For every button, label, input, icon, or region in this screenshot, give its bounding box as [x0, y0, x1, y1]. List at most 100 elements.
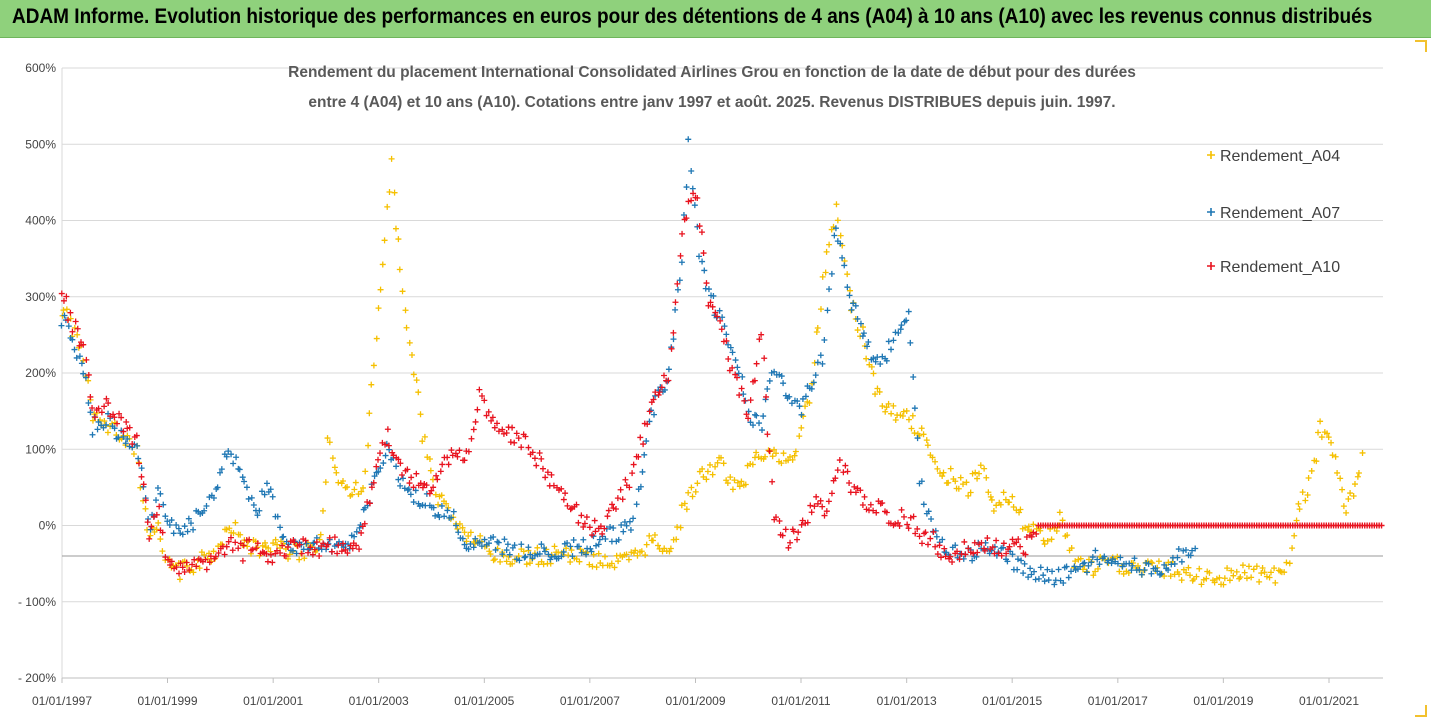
- data-point: [322, 479, 329, 486]
- data-point: [95, 418, 102, 425]
- data-point: [703, 476, 710, 483]
- data-point: [1305, 475, 1312, 482]
- data-point: [716, 307, 723, 314]
- data-point: [762, 453, 769, 460]
- data-point: [721, 323, 728, 330]
- chart-title-line: entre 4 (A04) et 10 ans (A10). Cotations…: [308, 94, 1115, 111]
- y-tick-label: 0%: [39, 519, 57, 533]
- data-point: [1340, 503, 1347, 510]
- data-point: [376, 450, 383, 457]
- data-point: [302, 537, 309, 544]
- data-point: [910, 373, 917, 380]
- data-point: [928, 515, 935, 522]
- data-point: [1092, 547, 1099, 554]
- data-point: [658, 384, 665, 391]
- data-point: [277, 550, 284, 557]
- data-point: [821, 337, 828, 344]
- data-point: [193, 563, 200, 570]
- data-point: [700, 473, 707, 480]
- data-point: [1060, 579, 1067, 586]
- data-point: [261, 491, 268, 498]
- data-point: [1126, 560, 1133, 567]
- y-axis-ticks: 600% 500% 400% 300% 200% 100% 0% - 100% - 200%: [18, 61, 56, 685]
- data-point: [766, 377, 773, 384]
- data-point: [366, 500, 373, 507]
- data-point: [289, 547, 296, 554]
- data-point: [972, 469, 979, 476]
- data-point: [832, 225, 839, 232]
- data-point: [985, 489, 992, 496]
- data-point: [203, 503, 210, 510]
- data-point: [360, 484, 367, 491]
- data-point: [520, 548, 527, 555]
- y-tick-label: 400%: [25, 214, 56, 228]
- data-point: [412, 487, 419, 494]
- data-point: [813, 493, 820, 500]
- data-point: [485, 540, 492, 547]
- data-point: [233, 454, 240, 461]
- data-point: [444, 507, 451, 514]
- series-Rendement_A10: [58, 190, 1385, 577]
- data-point: [490, 533, 497, 540]
- data-point: [500, 430, 507, 437]
- data-point: [560, 548, 567, 555]
- data-point: [1187, 572, 1193, 579]
- data-point: [723, 331, 730, 338]
- data-point: [74, 325, 81, 332]
- data-point: [310, 540, 317, 547]
- data-point: [1101, 553, 1108, 560]
- data-point: [453, 522, 460, 529]
- data-point: [1081, 559, 1088, 566]
- data-point: [479, 393, 486, 400]
- data-point: [677, 524, 684, 531]
- x-tick-label: 01/01/2005: [454, 694, 514, 708]
- data-point: [459, 524, 466, 531]
- data-point: [1068, 568, 1075, 575]
- data-point: [147, 532, 154, 539]
- data-point: [578, 512, 585, 519]
- data-point: [1351, 481, 1358, 488]
- data-point: [879, 499, 886, 506]
- data-point: [725, 355, 732, 362]
- legend-label: Rendement_A10: [1220, 259, 1340, 276]
- data-point: [186, 566, 193, 573]
- data-point: [749, 461, 756, 468]
- data-point: [256, 507, 263, 514]
- data-point: [1308, 467, 1315, 474]
- data-point: [1171, 560, 1178, 567]
- data-point: [1332, 453, 1339, 460]
- data-point: [365, 442, 372, 449]
- data-point: [665, 366, 672, 373]
- data-point: [1334, 469, 1341, 476]
- data-point: [85, 371, 92, 378]
- data-point: [410, 371, 417, 378]
- x-tick-label: 01/01/2009: [665, 694, 725, 708]
- data-point: [1337, 475, 1344, 482]
- data-point: [738, 478, 745, 485]
- data-point: [1094, 565, 1101, 572]
- data-point: [1009, 493, 1016, 500]
- data-point: [384, 203, 391, 210]
- data-point: [98, 409, 105, 416]
- data-point: [895, 330, 902, 337]
- data-point: [1228, 567, 1235, 574]
- data-point: [286, 551, 293, 558]
- data-point: [1239, 562, 1246, 569]
- data-point: [324, 541, 331, 548]
- data-point: [225, 448, 232, 455]
- data-point: [101, 403, 108, 410]
- data-point: [879, 403, 886, 410]
- data-point: [758, 331, 765, 338]
- data-point: [526, 560, 533, 567]
- data-point: [168, 558, 175, 565]
- data-point: [438, 502, 445, 509]
- data-point: [974, 549, 981, 556]
- data-point: [819, 360, 826, 367]
- data-point: [406, 339, 413, 346]
- data-point: [499, 426, 506, 433]
- data-point: [1017, 543, 1024, 550]
- data-point: [445, 504, 452, 511]
- data-point: [890, 402, 897, 409]
- data-point: [153, 526, 160, 533]
- data-point: [922, 529, 929, 536]
